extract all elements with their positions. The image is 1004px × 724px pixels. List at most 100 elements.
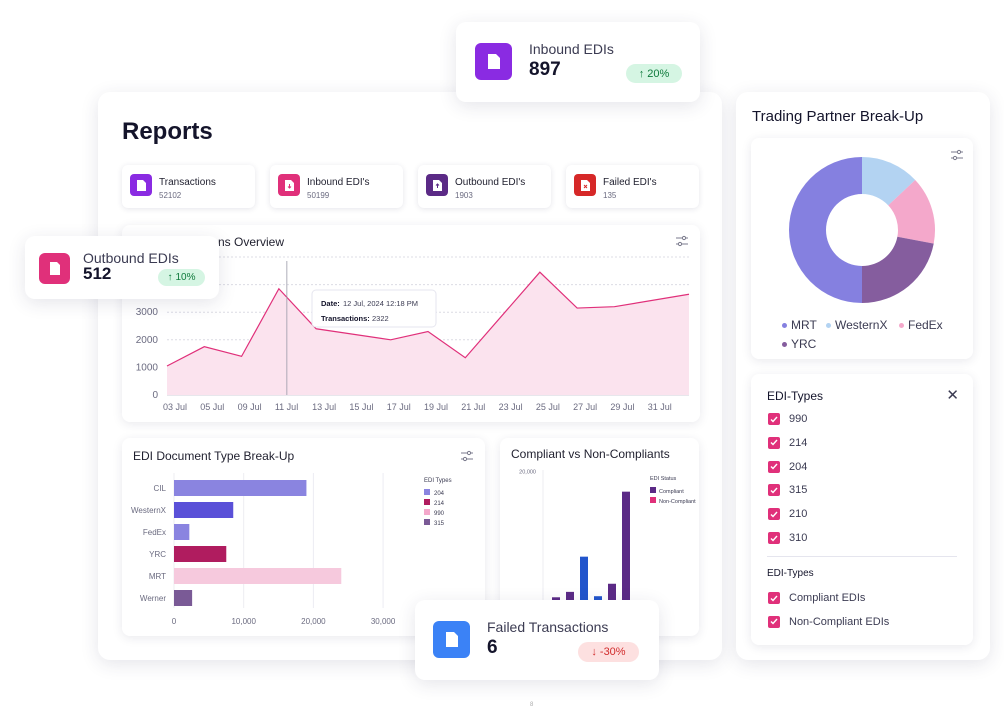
series-line xyxy=(166,271,690,367)
card-value: 897 xyxy=(529,59,561,80)
trading-partner-card: Trading Partner Break-Up MRT WesternX Fe… xyxy=(736,92,990,660)
legend-item[interactable]: WesternX xyxy=(826,318,887,332)
edi-type-option[interactable]: 990 xyxy=(768,413,807,425)
filter-settings-icon[interactable] xyxy=(950,149,964,161)
legend-label: 990 xyxy=(434,511,445,517)
y-category-label: MRT xyxy=(149,572,166,581)
card-label: Inbound EDIs xyxy=(529,41,614,57)
filter-title: EDI-Types xyxy=(767,389,824,403)
legend-dot xyxy=(826,322,831,328)
checkbox-checked-icon[interactable] xyxy=(768,532,780,544)
bar xyxy=(174,546,227,562)
donut-slice xyxy=(862,236,934,303)
legend-label: Non-Compliant xyxy=(659,499,696,505)
legend-title: EDI Types xyxy=(424,478,452,484)
checkbox-checked-icon[interactable] xyxy=(768,508,780,521)
transactions-line-chart[interactable]: 0 1000 2000 3000 03 Jul 05 Jul 09 Jul 11 Jul 13 … xyxy=(122,225,700,422)
legend-label: 214 xyxy=(434,501,445,507)
edi-type-option[interactable]: 315 xyxy=(768,484,807,497)
change-value: -30% xyxy=(599,646,626,658)
legend-label: WesternX xyxy=(835,318,888,332)
edi-status-option[interactable]: Non-Compliant EDIs xyxy=(768,615,889,628)
edi-type-option[interactable]: 204 xyxy=(768,460,807,473)
option-label: 210 xyxy=(789,508,808,521)
card-value: 6 xyxy=(487,637,498,658)
document-download-icon xyxy=(278,174,300,196)
document-error-icon xyxy=(574,174,596,196)
failed-transactions-card[interactable]: Failed Transactions 6 ↓ -30% xyxy=(415,600,659,680)
stat-value: 52102 xyxy=(159,191,182,200)
change-value: 20% xyxy=(647,67,670,80)
transactions-overview-panel: ns Overview 0 1000 2000 3000 03 Jul 05 Jul 09 … xyxy=(122,225,700,422)
x-tick-label: 03 Jul xyxy=(163,402,187,412)
panel-title: Compliant vs Non-Compliants xyxy=(511,447,670,461)
legend-item[interactable]: YRC xyxy=(782,337,816,351)
stat-outbound[interactable]: Outbound EDI's 1903 xyxy=(418,165,551,208)
legend-dot xyxy=(782,341,787,347)
trading-partner-donut[interactable] xyxy=(751,138,973,313)
bar xyxy=(580,556,588,600)
checkbox-checked-icon[interactable] xyxy=(768,615,780,628)
checkbox-checked-icon[interactable] xyxy=(768,413,780,425)
arrow-down-icon: ↓ xyxy=(591,646,597,658)
x-tick-label: 29 Jul xyxy=(610,402,634,412)
y-category-label: FedEx xyxy=(143,528,166,537)
filter-settings-icon[interactable] xyxy=(675,235,689,247)
edi-type-option[interactable]: 214 xyxy=(768,436,807,449)
outbound-edis-card[interactable]: Outbound EDIs 512 ↑ 10% xyxy=(25,236,219,299)
edi-types-filter-panel: EDI-Types ✕ 990 214 204 315 210 310 EDI-Types… xyxy=(751,374,973,645)
stat-label: Failed EDI's xyxy=(603,177,657,188)
edi-status-option[interactable]: Compliant EDIs xyxy=(768,592,865,604)
chart-tooltip: Date: 12 Jul, 2024 12:18 PM Transactions: 2… xyxy=(311,289,437,328)
x-tick-label: 17 Jul xyxy=(387,402,411,412)
bar xyxy=(174,502,234,518)
filter-settings-icon[interactable] xyxy=(460,450,474,462)
y-tick-label: 20,000 xyxy=(519,470,536,476)
checkbox-checked-icon[interactable] xyxy=(768,592,780,604)
inbound-edis-card[interactable]: Inbound EDIs 897 ↑ 20% xyxy=(456,22,700,102)
x-tick-label: 25 Jul xyxy=(536,402,560,412)
edi-doctype-bar-chart[interactable]: 0 10,000 20,000 30,000 CIL WesternX FedEx YRC MR… xyxy=(122,438,485,636)
document-icon xyxy=(433,621,470,658)
legend-swatch xyxy=(650,497,656,503)
stat-transactions[interactable]: Transactions 52102 xyxy=(122,165,255,208)
compliant-bar-chart[interactable]: 20,000 EDI Status Compliant Non-Compliant xyxy=(500,438,699,636)
stat-failed[interactable]: Failed EDI's 135 xyxy=(566,165,699,208)
checkbox-checked-icon[interactable] xyxy=(768,484,780,497)
change-value: 10% xyxy=(175,272,196,283)
x-tick-label: 21 Jul xyxy=(461,402,485,412)
card-label: Failed Transactions xyxy=(487,619,609,635)
legend-item[interactable]: MRT xyxy=(782,318,817,332)
y-tick-label: 0 xyxy=(152,390,158,401)
bar xyxy=(608,583,616,600)
edi-type-option[interactable]: 310 xyxy=(768,532,807,544)
tooltip-date-value: 12 Jul, 2024 12:18 PM xyxy=(343,299,418,308)
change-badge: ↑ 10% xyxy=(158,269,205,286)
legend-title: EDI Status xyxy=(650,476,677,482)
edi-type-option[interactable]: 210 xyxy=(768,508,808,521)
page-mark: 8 xyxy=(530,702,534,708)
reports-card: Reports Transactions 52102 Inbound EDI's… xyxy=(98,92,722,660)
legend-label: MRT xyxy=(791,318,817,332)
x-tick-label: 23 Jul xyxy=(499,402,523,412)
option-label: 310 xyxy=(789,532,808,544)
stat-inbound[interactable]: Inbound EDI's 50199 xyxy=(270,165,403,208)
donut-panel: MRT WesternX FedEx YRC xyxy=(751,138,973,359)
legend-item[interactable]: FedEx xyxy=(899,318,943,332)
option-label: 990 xyxy=(789,413,808,425)
panel-title: ns Overview xyxy=(218,235,285,249)
donut-slice xyxy=(862,157,916,206)
bar xyxy=(174,568,342,584)
x-tick-label: 05 Jul xyxy=(200,402,224,412)
checkbox-checked-icon[interactable] xyxy=(768,436,780,449)
close-icon[interactable]: ✕ xyxy=(946,387,959,404)
page-title: Reports xyxy=(122,118,213,145)
change-badge: ↓ -30% xyxy=(578,642,639,662)
x-tick-label: 09 Jul xyxy=(238,402,262,412)
tooltip-tx-label: Transactions: xyxy=(321,314,370,323)
x-tick-label: 31 Jul xyxy=(648,402,672,412)
x-tick-label: 30,000 xyxy=(371,617,396,626)
legend-label: YRC xyxy=(791,337,817,351)
document-icon xyxy=(475,43,512,80)
checkbox-checked-icon[interactable] xyxy=(768,460,780,473)
